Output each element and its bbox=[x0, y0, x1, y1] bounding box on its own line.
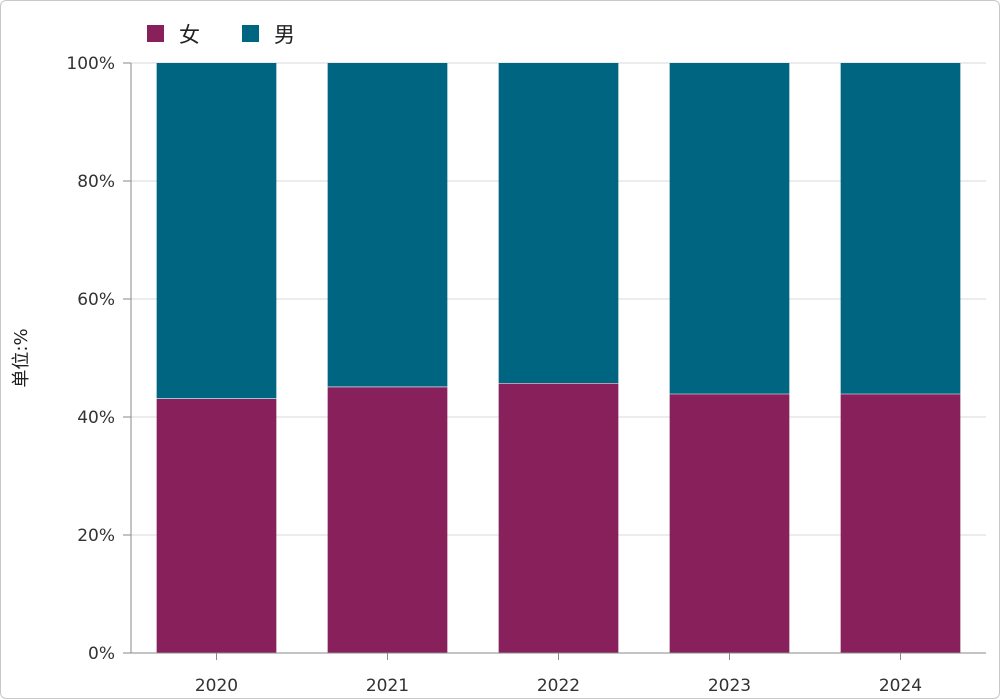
y-tick-label: 80% bbox=[77, 172, 115, 192]
bar-2023-女 bbox=[669, 393, 790, 653]
bar-2022-男 bbox=[498, 63, 619, 384]
bar-2020-女 bbox=[156, 398, 277, 653]
x-tick-label: 2020 bbox=[195, 676, 238, 696]
legend: 女男 bbox=[147, 23, 295, 47]
x-tick-label: 2021 bbox=[366, 676, 409, 696]
x-tick-label: 2022 bbox=[537, 676, 580, 696]
y-tick-label: 0% bbox=[88, 644, 115, 664]
bar-2021-女 bbox=[327, 386, 448, 653]
y-tick-label: 100% bbox=[66, 54, 115, 74]
y-tick-label: 60% bbox=[77, 290, 115, 310]
axes: 0% 20% 40% 60% 80% 100% 2020 2021 2022 2023 2024 bbox=[66, 54, 986, 696]
legend-swatch-女 bbox=[147, 25, 164, 42]
y-axis-label: 单位:% bbox=[11, 328, 32, 387]
legend-swatch-男 bbox=[242, 25, 259, 42]
bar-2023-男 bbox=[669, 63, 790, 394]
bar-2020-男 bbox=[156, 63, 277, 399]
bar-2024-男 bbox=[840, 63, 961, 394]
x-tick-label: 2024 bbox=[879, 676, 922, 696]
x-tick-label: 2023 bbox=[708, 676, 751, 696]
legend-label: 女 bbox=[179, 23, 200, 47]
bar-2021-男 bbox=[327, 63, 448, 387]
bars bbox=[156, 63, 961, 653]
y-tick-label: 40% bbox=[77, 408, 115, 428]
legend-label: 男 bbox=[274, 23, 295, 47]
y-tick-label: 20% bbox=[77, 526, 115, 546]
bar-2022-女 bbox=[498, 383, 619, 653]
bar-2024-女 bbox=[840, 393, 961, 653]
